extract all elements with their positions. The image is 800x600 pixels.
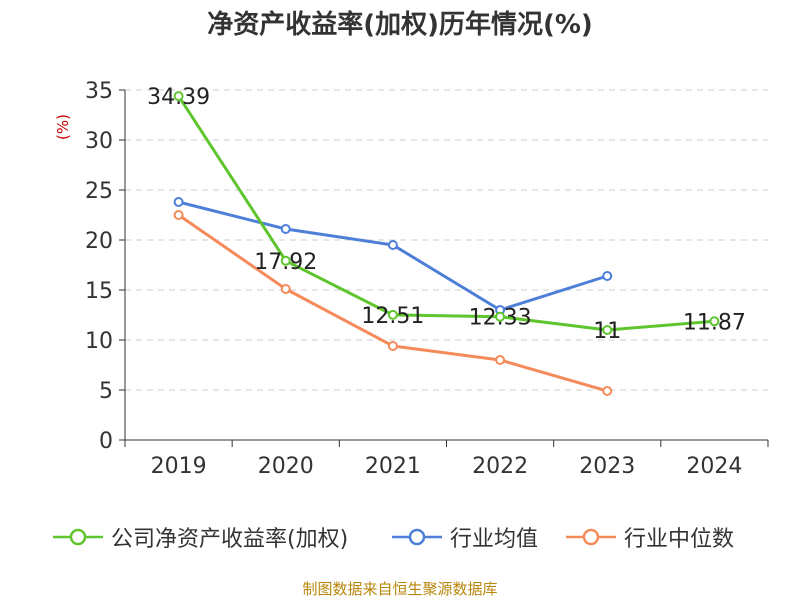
data-point[interactable] — [495, 355, 506, 365]
data-label: 11.87 — [683, 310, 746, 335]
data-point[interactable] — [173, 91, 184, 102]
y-tick-label: 20 — [85, 229, 113, 254]
series-line — [177, 95, 715, 332]
data-label: 12.51 — [361, 304, 424, 329]
source-note: 制图数据来自恒生聚源数据库 — [302, 580, 498, 598]
x-tick-label: 2020 — [258, 454, 314, 479]
data-label: 11 — [593, 319, 621, 344]
data-point[interactable] — [280, 255, 291, 266]
data-point[interactable] — [173, 210, 184, 220]
data-point[interactable] — [173, 197, 184, 207]
data-point[interactable] — [280, 224, 291, 234]
legend-line-marker-icon — [566, 528, 616, 546]
data-point[interactable] — [602, 325, 613, 335]
data-point[interactable] — [602, 386, 613, 396]
data-point[interactable] — [387, 309, 398, 320]
legend-line-marker-icon — [392, 528, 442, 546]
data-labels: 34.39 17.92 12.51 12.33 11 11.87 — [147, 85, 746, 344]
x-tick-label: 2022 — [472, 454, 528, 479]
x-tick-label: 2024 — [686, 454, 742, 479]
data-label: 12.33 — [469, 306, 532, 331]
data-point[interactable] — [495, 311, 506, 322]
data-point[interactable] — [387, 341, 398, 351]
legend-item-industry-median[interactable]: 行业中位数 — [566, 522, 734, 552]
y-tick-label: 35 — [85, 79, 113, 104]
y-tick-label: 30 — [85, 129, 113, 154]
data-point[interactable] — [280, 284, 291, 294]
series-points — [173, 91, 720, 396]
legend: 公司净资产收益率(加权) 行业均值 行业中位数 — [0, 522, 800, 552]
chart-title: 净资产收益率(加权)历年情况(%) — [207, 10, 593, 40]
data-point[interactable] — [602, 271, 613, 281]
y-tick-label: 5 — [99, 379, 113, 404]
data-label: 17.92 — [254, 250, 317, 275]
data-label: 34.39 — [147, 85, 210, 110]
axes: 0 5 10 15 20 25 30 35 2019 2020 2021 2022 2023 2024 — [85, 79, 769, 479]
legend-line-marker-icon — [53, 528, 103, 546]
x-tick-label: 2023 — [579, 454, 635, 479]
x-tick-label: 2021 — [365, 454, 421, 479]
data-point[interactable] — [709, 316, 720, 327]
legend-item-industry-mean[interactable]: 行业均值 — [392, 522, 538, 552]
legend-label: 公司净资产收益率(加权) — [111, 527, 349, 552]
grid-lines — [125, 89, 768, 391]
series-line — [178, 200, 608, 312]
legend-item-company[interactable]: 公司净资产收益率(加权) — [53, 522, 348, 552]
legend-label: 行业中位数 — [624, 527, 735, 552]
y-tick-label: 15 — [85, 279, 113, 304]
data-point[interactable] — [387, 240, 398, 250]
y-tick-label: 0 — [99, 429, 113, 454]
y-tick-label: 10 — [85, 329, 113, 354]
y-axis-label: (%) — [54, 114, 72, 140]
x-tick-label: 2019 — [151, 454, 207, 479]
legend-label: 行业均值 — [450, 527, 539, 552]
y-tick-label: 25 — [85, 179, 113, 204]
